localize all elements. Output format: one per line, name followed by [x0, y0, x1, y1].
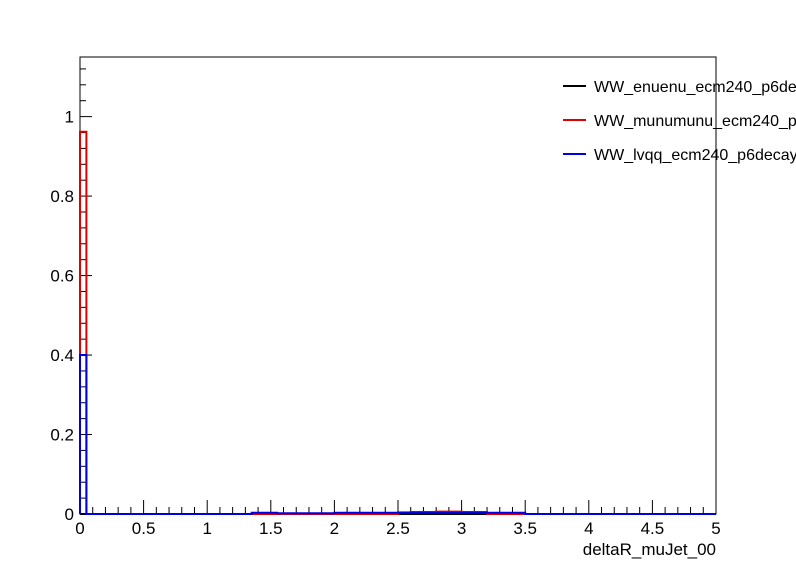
legend-entry-label: WW_enuenu_ecm240_p6de: [594, 79, 796, 96]
series-line-2: [79, 354, 716, 515]
x-tick-label: 3: [457, 519, 466, 538]
legend-entry-label: WW_lvqq_ecm240_p6decay: [594, 147, 796, 164]
y-tick-label: 0.8: [50, 187, 74, 206]
x-tick-label: 4: [584, 519, 593, 538]
x-axis-title: deltaR_muJet_00: [583, 540, 716, 559]
y-tick-label: 0.2: [50, 426, 74, 445]
x-tick-label: 3.5: [513, 519, 537, 538]
x-tick-label: 2: [330, 519, 339, 538]
x-tick-label: 1: [202, 519, 211, 538]
series-line-1: [79, 130, 716, 515]
y-tick-label: 0.6: [50, 267, 74, 286]
y-tick-label: 1: [65, 108, 74, 127]
x-tick-label: 0.5: [132, 519, 156, 538]
x-tick-label: 2.5: [386, 519, 410, 538]
legend: WW_enuenu_ecm240_p6de WW_munumunu_ecm240_…: [563, 79, 796, 164]
x-tick-label: 1.5: [259, 519, 283, 538]
axis-ticks: 0 0.5 1 1.5 2 2.5 3 3.5 4 4.5 5 0 0.2 0.4 0.6 0.8 1: [50, 68, 721, 538]
x-tick-label: 4.5: [641, 519, 665, 538]
y-tick-label: 0: [65, 505, 74, 524]
y-tick-label: 0.4: [50, 346, 74, 365]
legend-entry-label: WW_munumunu_ecm240_p: [594, 113, 796, 130]
x-tick-label: 0: [75, 519, 84, 538]
series-layer: [79, 130, 716, 515]
x-tick-label: 5: [711, 519, 720, 538]
